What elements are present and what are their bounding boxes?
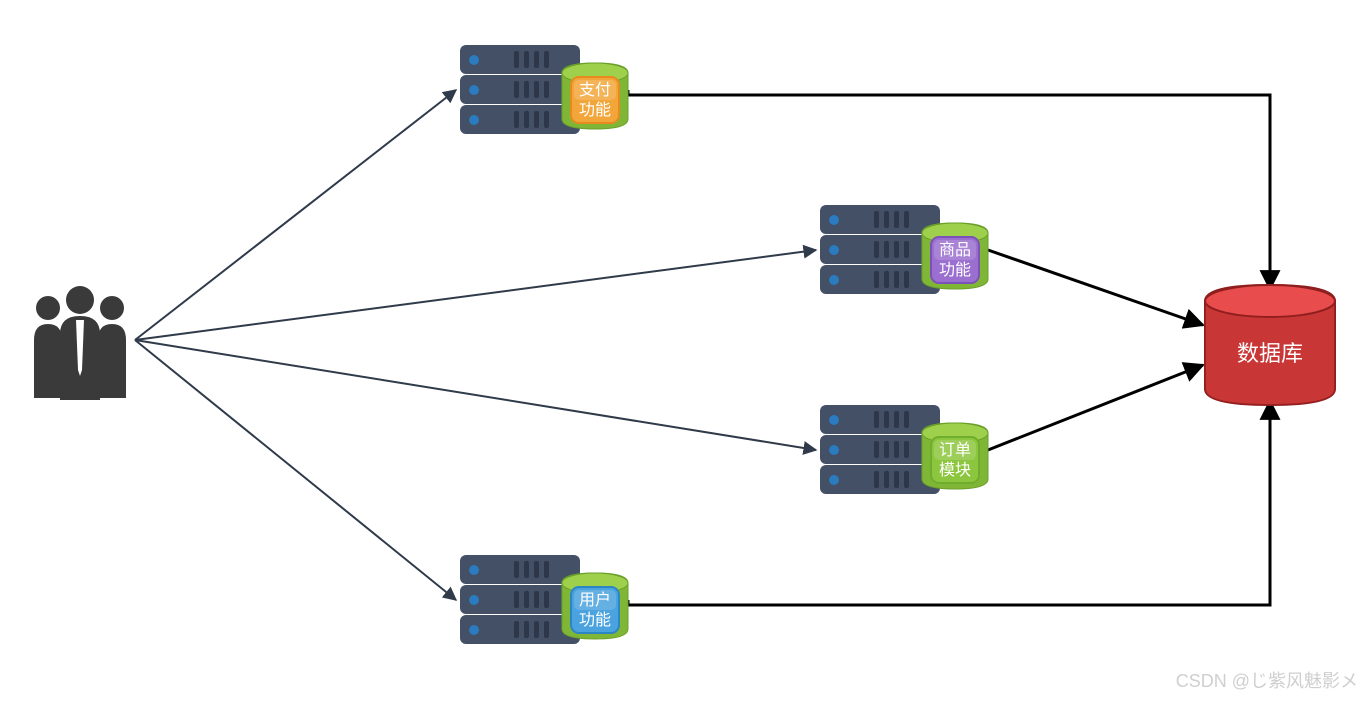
database-icon: 数据库 <box>1205 285 1335 405</box>
server-node-pay: 支付功能 <box>460 45 628 134</box>
database-label: 数据库 <box>1237 341 1303 366</box>
server-node-order: 订单模块 <box>820 405 988 494</box>
feature-label-order-line1: 订单 <box>939 441 971 459</box>
feature-cylinder-order: 订单模块 <box>922 423 988 489</box>
arrow-users-to-goods <box>135 250 816 340</box>
server-node-goods: 商品功能 <box>820 205 988 294</box>
feature-label-order-line2: 模块 <box>939 461 971 479</box>
watermark-text: CSDN @じ紫风魅影メ <box>1176 667 1358 693</box>
users-icon <box>34 286 126 400</box>
feature-cylinder-pay: 支付功能 <box>562 63 628 129</box>
feature-label-goods-line2: 功能 <box>939 261 971 279</box>
connector-order-to-db <box>988 365 1203 450</box>
server-node-user: 用户功能 <box>460 555 628 644</box>
arrow-users-to-order <box>135 340 816 450</box>
feature-label-user-line2: 功能 <box>579 611 611 629</box>
feature-label-user-line1: 用户 <box>579 591 611 609</box>
feature-cylinder-user: 用户功能 <box>562 573 628 639</box>
feature-label-pay-line2: 功能 <box>579 101 611 119</box>
feature-label-goods-line1: 商品 <box>939 241 971 259</box>
arrow-users-to-pay <box>135 90 456 340</box>
connector-goods-to-db <box>988 250 1203 325</box>
arrow-users-to-user <box>135 340 456 600</box>
feature-cylinder-goods: 商品功能 <box>922 223 988 289</box>
feature-label-pay-line1: 支付 <box>579 81 611 99</box>
